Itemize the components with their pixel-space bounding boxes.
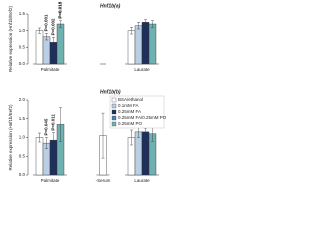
- error-bar: [59, 107, 62, 142]
- y-tick-label: 1.5: [19, 116, 26, 121]
- y-tick-label: 0.0: [19, 61, 26, 66]
- error-bar: [52, 37, 55, 48]
- error-bar: [130, 27, 133, 35]
- legend-swatch: [111, 109, 117, 115]
- p-value-annotation: P=0.002: [51, 18, 56, 35]
- legend-label: 0.1mM FA: [118, 103, 139, 108]
- bar: [134, 131, 143, 176]
- figure: Hnf1b(a) Relative expression (Hnf1b/Eef2)…: [8, 1, 167, 183]
- y-tick-label: 1.0: [19, 135, 26, 140]
- bar: [127, 30, 136, 65]
- x-tick-label: Palmitate: [41, 178, 60, 183]
- x-tick-label: -Serum: [96, 178, 111, 183]
- error-bar: [45, 33, 48, 41]
- legend-label: BSA/ethanol: [118, 97, 143, 102]
- chart-title: Hnf1b(a): [100, 3, 121, 9]
- bar: [35, 30, 44, 65]
- bar: [134, 25, 143, 65]
- y-tick-label: 0.0: [19, 172, 26, 177]
- error-bar: [45, 137, 48, 149]
- legend-swatch: [111, 115, 117, 121]
- bar: [35, 137, 44, 176]
- y-tick-label: 1.0: [19, 28, 26, 33]
- error-bar: [137, 22, 140, 30]
- x-tick-label: Palmitate: [41, 67, 60, 72]
- error-bar: [101, 112, 105, 159]
- y-tick-label: 1.5: [19, 11, 26, 16]
- bar: [148, 23, 157, 65]
- y-axis-label: Relative expression (Hnf1b/Eef2): [8, 5, 13, 72]
- legend-swatch: [111, 97, 117, 103]
- error-bar: [130, 129, 133, 146]
- bar: [141, 131, 150, 176]
- bar: [141, 22, 150, 65]
- p-value-annotation: P=0.011: [51, 113, 56, 130]
- y-tick-label: 0.5: [19, 153, 26, 158]
- legend-swatch: [111, 103, 117, 109]
- legend-label: 0.25mM FA: [118, 109, 141, 114]
- x-tick-label: Laurate: [134, 178, 150, 183]
- error-bar: [151, 20, 154, 28]
- legend-label: 0.25mM FA/0.25mM PO: [118, 115, 167, 120]
- error-bar: [38, 132, 41, 143]
- y-tick-label: 0.5: [19, 45, 26, 50]
- p-value-annotation: P=0.001: [44, 14, 49, 31]
- legend-swatch: [111, 121, 117, 127]
- y-tick-label: 2.0: [19, 97, 26, 102]
- p-value-annotation: P=0.045: [44, 118, 49, 135]
- bar: [42, 36, 51, 65]
- legend-label: 0.25mM PO: [118, 121, 143, 126]
- p-value-annotation: P=0.018: [58, 1, 63, 18]
- y-axis-label: Relative expression (Hnf1b/Eef2): [8, 104, 13, 171]
- bar: [56, 23, 65, 65]
- error-bar: [38, 27, 41, 34]
- chart-title: Hnf1b(b): [100, 89, 121, 95]
- error-bar: [59, 20, 62, 28]
- error-bar: [144, 19, 147, 26]
- error-bar: [52, 132, 55, 148]
- legend-box: [109, 95, 165, 129]
- x-tick-label: Laurate: [134, 67, 150, 72]
- p-value-annotation: P=0.018: [58, 1, 63, 18]
